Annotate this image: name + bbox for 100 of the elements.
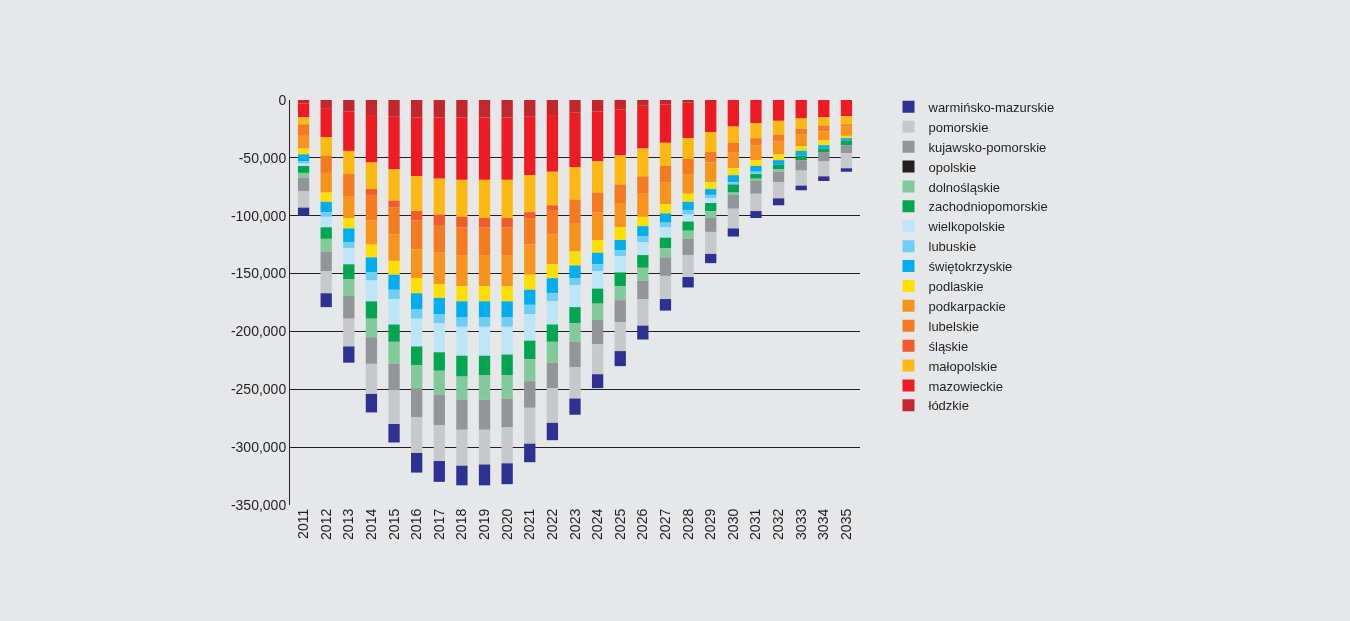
bar — [297, 177, 310, 192]
bar — [501, 326, 513, 355]
bar — [614, 184, 626, 203]
bar — [795, 160, 807, 171]
bar — [569, 167, 581, 200]
bar — [388, 260, 400, 275]
bar — [456, 355, 468, 377]
bar — [772, 182, 785, 199]
bar — [297, 124, 310, 136]
bar — [546, 341, 559, 363]
x-tick-label: 2026 — [634, 508, 651, 540]
x-tick-label: 2019 — [476, 508, 493, 540]
bar — [569, 100, 581, 113]
bar — [772, 154, 785, 161]
bar — [456, 179, 468, 217]
bar — [478, 218, 491, 228]
bar — [365, 189, 378, 195]
legend-label: dolnośląskie — [928, 179, 1001, 195]
bar — [524, 218, 536, 245]
bar — [546, 362, 559, 389]
bar — [818, 125, 830, 132]
bar — [682, 230, 694, 239]
bar — [388, 207, 400, 235]
bar — [637, 267, 649, 281]
bar — [637, 299, 649, 326]
bar — [365, 363, 378, 394]
y-tick-label: 0 — [278, 91, 287, 108]
bar — [772, 100, 785, 121]
bar — [411, 211, 423, 221]
bar — [501, 375, 513, 399]
bar — [501, 117, 513, 180]
bar — [591, 288, 604, 304]
legend-label: warmińsko-mazurskie — [927, 99, 1055, 115]
bar — [682, 221, 694, 231]
bar — [501, 255, 513, 287]
bar — [591, 100, 604, 112]
bar — [320, 238, 332, 252]
x-tick-label: 2018 — [453, 508, 470, 540]
bar — [478, 326, 491, 356]
bar — [388, 324, 400, 342]
legend-label: świętokrzyskie — [928, 259, 1013, 275]
bar — [546, 171, 559, 206]
bar — [388, 341, 400, 364]
x-tick-label: 3034 — [815, 508, 832, 540]
bar — [591, 264, 604, 272]
bar — [411, 388, 423, 418]
x-tick-label: 2016 — [408, 508, 425, 540]
bar — [524, 304, 536, 315]
bar — [705, 198, 717, 203]
bar — [569, 341, 581, 368]
bar — [433, 100, 445, 118]
legend-label: podlaskie — [928, 279, 984, 295]
bar — [818, 176, 830, 181]
bar — [501, 301, 513, 318]
bar — [546, 422, 559, 441]
bar — [818, 152, 830, 162]
bar — [682, 255, 694, 278]
bar — [750, 100, 762, 124]
bar — [705, 101, 717, 133]
bar — [388, 116, 400, 170]
bar — [637, 100, 649, 106]
bar — [772, 120, 785, 135]
bar — [478, 179, 491, 219]
bar — [705, 162, 717, 183]
x-tick-label: 2012 — [317, 508, 334, 540]
bar — [705, 182, 717, 190]
bar — [343, 150, 355, 175]
bar — [840, 145, 853, 154]
bar — [524, 443, 536, 463]
bar — [840, 100, 853, 117]
bar — [388, 363, 400, 391]
bar — [772, 171, 785, 183]
bar — [727, 126, 739, 143]
x-tick-label: 2014 — [362, 508, 379, 540]
bar — [411, 100, 423, 118]
x-tick-label: 2020 — [498, 508, 515, 540]
bar — [456, 326, 468, 356]
bar — [365, 257, 378, 273]
bar — [478, 117, 491, 180]
bar — [365, 162, 378, 190]
bar — [569, 367, 581, 399]
bar — [750, 138, 762, 146]
bar — [456, 286, 468, 302]
bar — [343, 248, 355, 265]
x-tick-label: 2011 — [295, 508, 312, 539]
bar — [750, 181, 762, 194]
bar — [546, 324, 559, 342]
bar — [682, 193, 694, 202]
legend-label: opolskie — [928, 159, 977, 175]
bar — [501, 100, 513, 118]
bar — [772, 160, 785, 165]
bar — [637, 216, 649, 227]
x-tick-label: 2017 — [430, 508, 447, 540]
bar — [591, 271, 604, 289]
bar — [411, 220, 423, 250]
bar — [524, 212, 536, 219]
bar — [343, 295, 355, 319]
x-tick-label: 3033 — [792, 508, 809, 540]
bar — [682, 238, 694, 256]
bar — [320, 100, 332, 109]
